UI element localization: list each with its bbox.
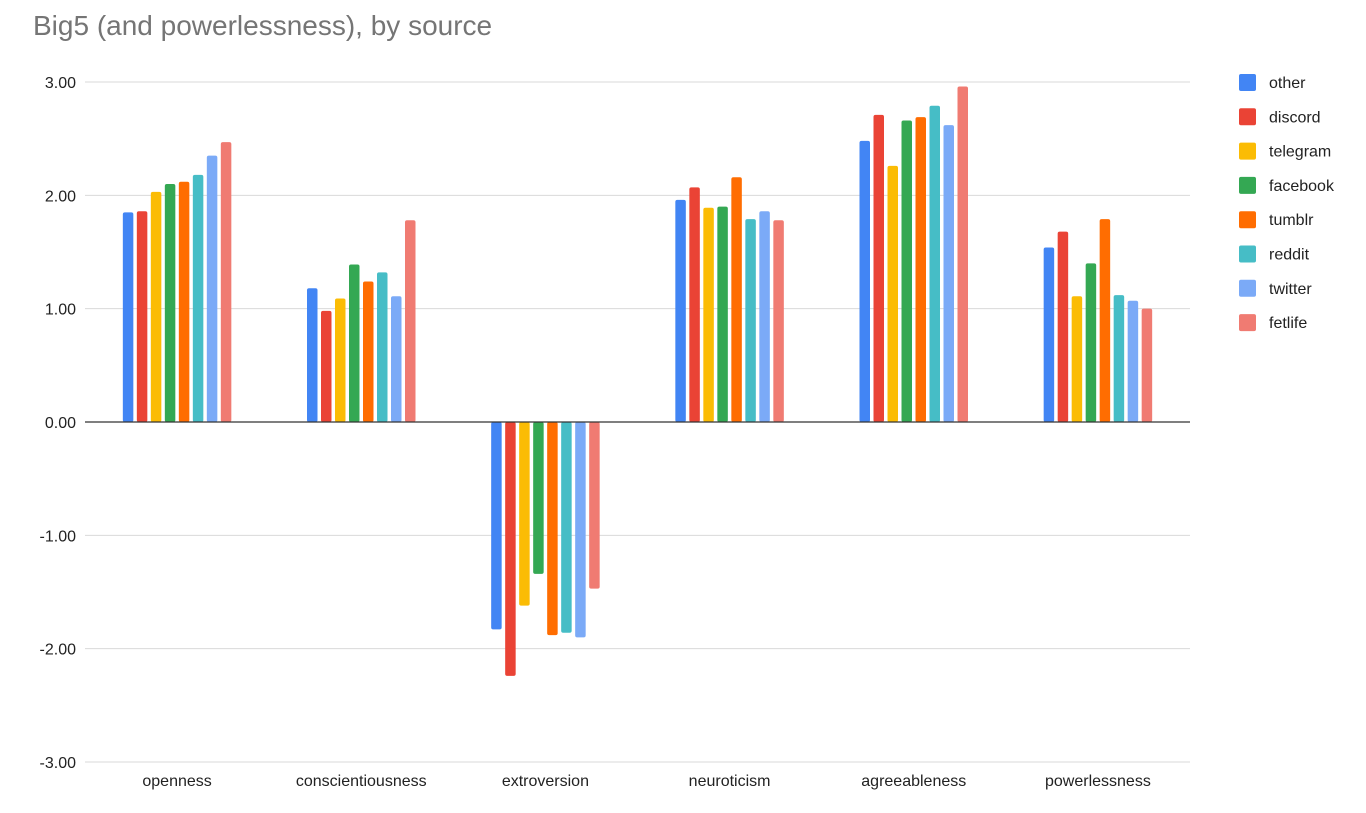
y-tick-label: -2.00: [40, 642, 77, 659]
bar-other-conscientiousness: [307, 288, 318, 422]
bar-fetlife-extroversion: [589, 422, 600, 589]
bar-facebook-conscientiousness: [349, 264, 360, 422]
bar-other-neuroticism: [675, 199, 686, 422]
legend-label-telegram: telegram: [1269, 144, 1331, 161]
y-tick-label: -3.00: [40, 755, 77, 772]
legend-swatch-fetlife: [1239, 314, 1256, 332]
legend-swatch-twitter: [1239, 279, 1256, 297]
bar-tumblr-extroversion: [547, 422, 558, 636]
legend-swatch-discord: [1239, 108, 1256, 126]
bar-reddit-powerlessness: [1113, 295, 1125, 422]
x-category-label: openness: [142, 773, 211, 790]
bar-other-powerlessness: [1043, 247, 1055, 422]
bar-twitter-openness: [206, 155, 218, 422]
x-axis-categories: openness conscientiousness extroversion neu…: [142, 773, 1150, 790]
bar-fetlife-powerlessness: [1141, 308, 1153, 422]
bar-discord-extroversion: [505, 422, 516, 676]
bar-facebook-openness: [164, 184, 176, 422]
legend-label-twitter: twitter: [1269, 281, 1312, 298]
x-category-label: conscientiousness: [296, 773, 427, 790]
bar-facebook-powerlessness: [1085, 263, 1097, 422]
x-category-label: extroversion: [502, 773, 589, 790]
bar-telegram-neuroticism: [703, 207, 714, 422]
bar-telegram-powerlessness: [1071, 296, 1083, 422]
legend-label-facebook: facebook: [1269, 178, 1335, 195]
y-tick-label: 3.00: [45, 75, 76, 92]
bar-twitter-powerlessness: [1127, 300, 1139, 422]
bar-fetlife-conscientiousness: [405, 220, 416, 422]
y-axis-ticks: 3.00 2.00 1.00 0.00 -1.00 -2.00 -3.00: [40, 75, 77, 772]
legend-swatch-telegram: [1239, 142, 1256, 160]
bar-reddit-agreeableness: [929, 105, 940, 423]
legend-swatch-tumblr: [1239, 211, 1256, 229]
x-category-label: powerlessness: [1045, 773, 1151, 790]
bar-other-extroversion: [491, 422, 502, 630]
bar-reddit-extroversion: [561, 422, 572, 633]
bar-discord-conscientiousness: [321, 310, 332, 422]
bar-reddit-conscientiousness: [377, 272, 388, 422]
y-tick-label: 0.00: [45, 415, 76, 432]
chart-title: Big5 (and powerlessness), by source: [33, 10, 493, 41]
bar-other-agreeableness: [859, 140, 870, 422]
legend-label-reddit: reddit: [1269, 247, 1310, 264]
bar-tumblr-conscientiousness: [363, 281, 374, 422]
bar-telegram-agreeableness: [887, 165, 898, 422]
bar-fetlife-openness: [220, 142, 232, 423]
legend-label-fetlife: fetlife: [1269, 315, 1307, 332]
bars: [122, 86, 1153, 676]
y-tick-label: 1.00: [45, 302, 76, 319]
x-category-label: agreeableness: [861, 773, 966, 790]
bar-tumblr-agreeableness: [915, 117, 926, 422]
bar-tumblr-neuroticism: [731, 177, 742, 422]
bar-fetlife-neuroticism: [773, 220, 784, 422]
bar-facebook-extroversion: [533, 422, 544, 574]
bar-other-openness: [122, 212, 134, 422]
bar-fetlife-agreeableness: [957, 86, 968, 423]
bar-twitter-extroversion: [575, 422, 586, 638]
bar-telegram-conscientiousness: [335, 298, 346, 422]
legend: other discord telegram facebook tumblr reddit…: [1239, 74, 1335, 332]
bar-twitter-agreeableness: [943, 125, 954, 423]
legend-swatch-facebook: [1239, 176, 1256, 194]
grid-lines: [85, 81, 1190, 763]
bar-tumblr-powerlessness: [1099, 219, 1111, 422]
bar-discord-openness: [136, 211, 148, 422]
bar-discord-powerlessness: [1057, 231, 1069, 422]
x-category-label: neuroticism: [689, 773, 771, 790]
legend-swatch-other: [1239, 74, 1256, 91]
bar-twitter-conscientiousness: [391, 296, 402, 422]
bar-discord-neuroticism: [689, 187, 700, 422]
bar-discord-agreeableness: [873, 114, 884, 422]
bar-telegram-extroversion: [519, 422, 530, 606]
legend-label-tumblr: tumblr: [1269, 212, 1314, 229]
legend-label-other: other: [1269, 75, 1306, 92]
bar-facebook-neuroticism: [717, 206, 728, 422]
bar-telegram-openness: [150, 191, 162, 422]
y-tick-label: -1.00: [40, 528, 77, 545]
bar-reddit-neuroticism: [745, 219, 756, 422]
bar-twitter-neuroticism: [759, 211, 770, 422]
bar-tumblr-openness: [178, 181, 190, 422]
bar-reddit-openness: [192, 174, 204, 422]
y-tick-label: 2.00: [45, 188, 76, 205]
legend-swatch-reddit: [1239, 245, 1256, 263]
bar-facebook-agreeableness: [901, 120, 912, 423]
legend-label-discord: discord: [1269, 109, 1321, 126]
